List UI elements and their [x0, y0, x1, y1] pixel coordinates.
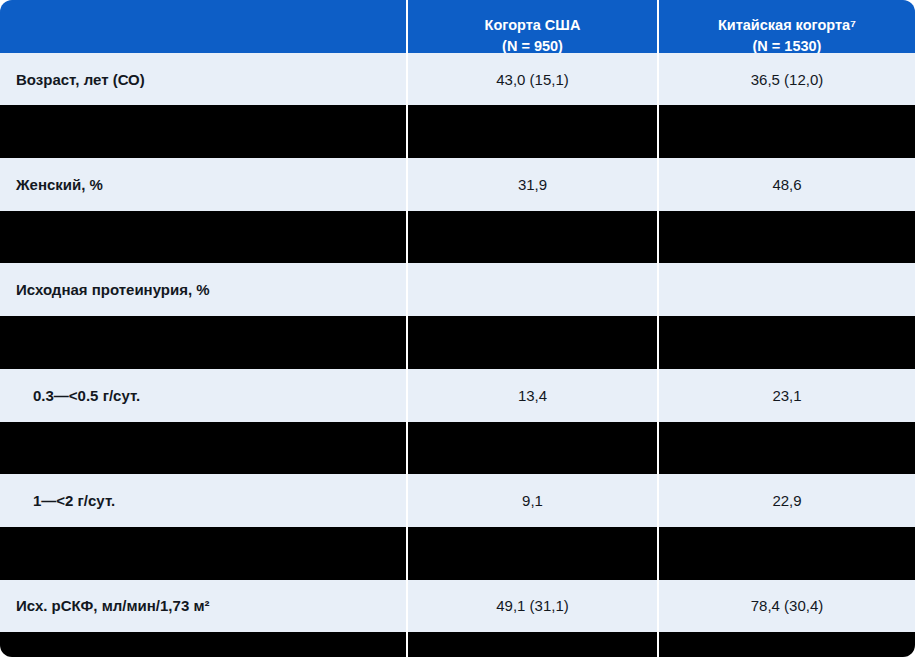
us-cohort-value — [408, 263, 657, 316]
row-label: Исх. рСКФ, мл/мин/1,73 м² — [0, 580, 406, 633]
redacted-cell-label — [0, 632, 406, 657]
cohort-table-card: Когорта США (N = 950) Китайская когорта⁷… — [0, 0, 915, 657]
row-label: Исходная протеинурия, % — [0, 263, 406, 316]
redacted-cell-label — [0, 527, 406, 580]
row-label: 0.3—<0.5 г/сут. — [0, 369, 406, 422]
china-cohort-value: 36,5 (12,0) — [659, 53, 915, 106]
row-label: Возраст, лет (СО) — [0, 53, 406, 106]
redacted-cell-us — [408, 527, 657, 580]
redacted-cell-cn — [659, 632, 915, 657]
redacted-cell-us — [408, 316, 657, 369]
redacted-cell-us — [408, 211, 657, 264]
redacted-cell-cn — [659, 316, 915, 369]
redacted-cell-label — [0, 422, 406, 475]
cohort-table: Когорта США (N = 950) Китайская когорта⁷… — [0, 0, 915, 657]
redacted-cell-label — [0, 316, 406, 369]
us-cohort-value: 49,1 (31,1) — [408, 580, 657, 633]
china-cohort-value: 23,1 — [659, 369, 915, 422]
redacted-cell-label — [0, 105, 406, 158]
china-cohort-value: 22,9 — [659, 474, 915, 527]
redacted-cell-us — [408, 632, 657, 657]
redacted-cell-cn — [659, 211, 915, 264]
redacted-cell-us — [408, 422, 657, 475]
china-cohort-value — [659, 263, 915, 316]
us-cohort-value: 43,0 (15,1) — [408, 53, 657, 106]
china-cohort-value: 78,4 (30,4) — [659, 580, 915, 633]
redacted-cell-cn — [659, 527, 915, 580]
redacted-cell-cn — [659, 422, 915, 475]
us-cohort-value: 9,1 — [408, 474, 657, 527]
us-cohort-value: 13,4 — [408, 369, 657, 422]
us-cohort-value: 31,9 — [408, 158, 657, 211]
redacted-cell-cn — [659, 105, 915, 158]
row-label: 1—<2 г/сут. — [0, 474, 406, 527]
redacted-cell-label — [0, 211, 406, 264]
china-cohort-value: 48,6 — [659, 158, 915, 211]
row-label: Женский, % — [0, 158, 406, 211]
redacted-cell-us — [408, 105, 657, 158]
